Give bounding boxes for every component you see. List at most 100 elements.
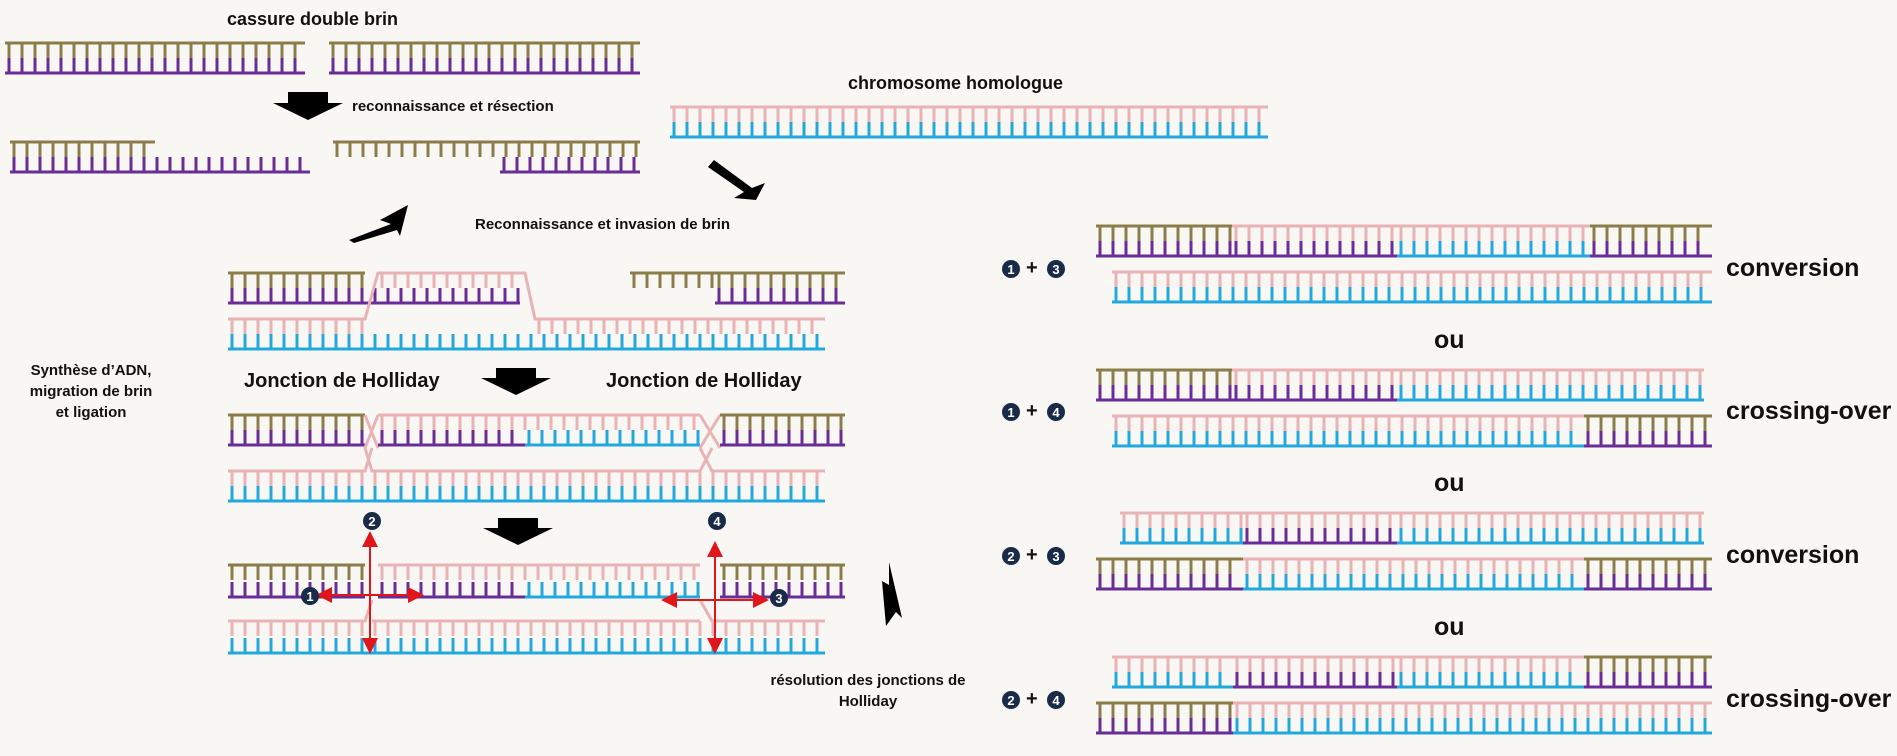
base-pair-ticks xyxy=(1399,657,1572,672)
base-pair-ticks xyxy=(1586,672,1707,687)
base-pair-ticks xyxy=(335,142,638,157)
base-pair-ticks xyxy=(717,288,838,303)
base-pair-ticks xyxy=(1235,672,1395,687)
outcome-1-result: conversion xyxy=(1726,254,1860,282)
outcome-3-combo-a-label: 2 xyxy=(1007,549,1014,564)
base-pair-ticks xyxy=(380,430,514,445)
cut-site-4-label: 4 xyxy=(713,514,721,529)
outcome-3-combo-b-label: 3 xyxy=(1052,549,1059,564)
outcome-3-plus: + xyxy=(1026,544,1038,566)
base-pair-ticks xyxy=(632,273,714,288)
base-pair-ticks xyxy=(1098,226,1232,241)
base-pair-ticks xyxy=(1098,574,1232,589)
base-pair-ticks xyxy=(717,273,838,288)
base-pair-ticks xyxy=(230,319,364,334)
outcome-2-combo-b-label: 4 xyxy=(1052,405,1060,420)
base-pair-ticks xyxy=(722,415,843,430)
title-cassure: cassure double brin xyxy=(227,9,399,29)
pink-strand xyxy=(228,599,825,623)
outcome-1-combo-b xyxy=(1047,260,1065,278)
arrow-junction xyxy=(496,368,536,380)
base-pair-ticks xyxy=(1245,574,1574,589)
base-pair-ticks xyxy=(7,43,297,58)
base-pair-ticks xyxy=(1586,574,1707,589)
base-pair-ticks xyxy=(722,582,843,597)
base-pair-ticks xyxy=(230,621,819,636)
arrow-resolution-down xyxy=(483,528,553,545)
base-pair-ticks xyxy=(1586,431,1707,446)
base-pair-ticks xyxy=(1399,672,1572,687)
arrow-resection xyxy=(273,103,343,120)
base-pair-ticks xyxy=(1098,703,1232,718)
base-pair-ticks xyxy=(1098,370,1232,385)
base-pair-ticks xyxy=(1399,241,1585,256)
label-resolution: résolution des jonctions de Holliday xyxy=(770,672,966,710)
cut-site-4 xyxy=(708,512,726,530)
arrow-resolution-down xyxy=(498,518,538,530)
outcome-4-combo-a xyxy=(1002,691,1020,709)
base-pair-ticks xyxy=(1235,703,1707,718)
outcome-3-combo-b xyxy=(1047,547,1065,565)
base-pair-ticks xyxy=(502,157,636,172)
base-pair-ticks xyxy=(1114,416,1573,431)
outcome-4-combo-a-label: 2 xyxy=(1007,693,1014,708)
base-pair-ticks xyxy=(230,638,819,653)
base-pair-ticks xyxy=(1122,513,1243,528)
base-pair-ticks xyxy=(1098,385,1232,400)
label-chromosome-homologue: chromosome homologue xyxy=(848,73,1064,93)
outcome-1-combo-b-label: 3 xyxy=(1052,262,1059,277)
base-pair-ticks xyxy=(1098,241,1232,256)
outcome-2-combo-a xyxy=(1002,403,1020,421)
base-pair-ticks xyxy=(1245,513,1392,528)
base-pair-ticks xyxy=(1399,528,1702,543)
label-reconnaissance-resection: reconnaissance et résection xyxy=(352,98,554,115)
cut-site-1 xyxy=(301,587,319,605)
base-pair-ticks xyxy=(1399,385,1702,400)
cut-site-3 xyxy=(770,589,788,607)
base-pair-ticks xyxy=(1122,528,1243,543)
cut-site-1-label: 1 xyxy=(306,589,313,604)
arrow-invasion-left xyxy=(349,205,408,243)
base-pair-ticks xyxy=(380,415,696,430)
arrow-resection xyxy=(288,92,328,104)
base-pair-ticks xyxy=(380,565,696,580)
separator-2: ou xyxy=(1434,469,1465,497)
base-pair-ticks xyxy=(1234,385,1394,400)
outcome-1-combo-a-label: 1 xyxy=(1007,262,1014,277)
separator-1: ou xyxy=(1434,326,1465,354)
base-pair-ticks xyxy=(1586,559,1707,574)
holliday-cross xyxy=(363,414,380,449)
base-pair-ticks xyxy=(1114,431,1573,446)
outcome-2-combo-b xyxy=(1047,403,1065,421)
label-jonction-left: Jonction de Holliday xyxy=(244,370,440,392)
base-pair-ticks xyxy=(230,486,819,501)
base-pair-ticks xyxy=(1592,241,1700,256)
outcome-2-combo-a-label: 1 xyxy=(1007,405,1014,420)
arrow-to-outcomes xyxy=(882,562,902,626)
label-invasion: Reconnaissance et invasion de brin xyxy=(475,216,731,233)
base-pair-ticks xyxy=(1592,226,1700,241)
outcome-1-combo-a xyxy=(1002,260,1020,278)
base-pair-ticks xyxy=(1114,287,1703,302)
base-pair-ticks xyxy=(672,107,1261,122)
base-pair-ticks xyxy=(1114,272,1703,287)
base-pair-ticks xyxy=(331,43,634,58)
arrow-invasion-right xyxy=(708,160,765,200)
base-pair-ticks xyxy=(230,273,364,288)
base-pair-ticks xyxy=(1098,718,1232,733)
base-pair-ticks xyxy=(1586,416,1707,431)
base-pair-ticks xyxy=(1399,513,1702,528)
base-pair-ticks xyxy=(12,157,302,172)
outcome-4-result: crossing-over xyxy=(1726,685,1892,713)
base-pair-ticks xyxy=(1234,226,1394,241)
base-pair-ticks xyxy=(1245,559,1574,574)
base-pair-ticks xyxy=(12,142,146,157)
label-jonction-right: Jonction de Holliday xyxy=(606,370,802,392)
base-pair-ticks xyxy=(1114,672,1222,687)
outcome-4-combo-b xyxy=(1047,691,1065,709)
base-pair-ticks xyxy=(527,582,700,597)
base-pair-ticks xyxy=(1234,241,1394,256)
label-synthese: Synthèse d’ADN, migration de brin et lig… xyxy=(29,362,153,421)
